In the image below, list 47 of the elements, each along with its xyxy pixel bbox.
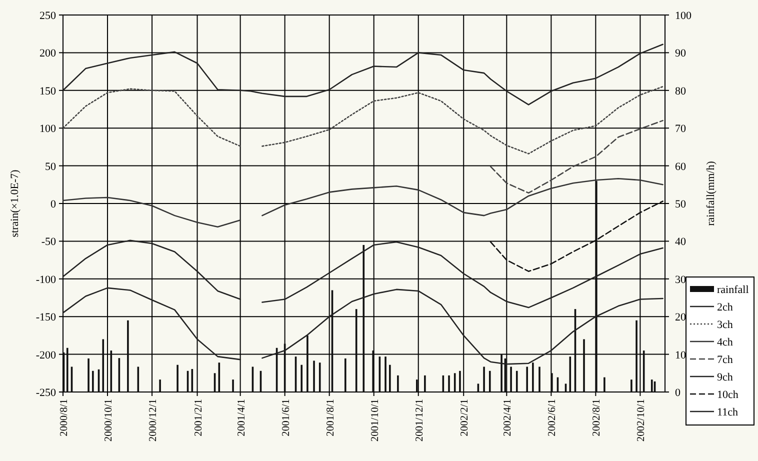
y2-tick-label: 50	[675, 198, 686, 210]
x-tick-label: 2000/12/1	[148, 399, 160, 442]
y-tick-label: 200	[40, 48, 56, 60]
x-tick-label: 2001/8/1	[325, 399, 336, 436]
y-tick-label: 100	[40, 123, 56, 136]
x-tick-label: 2002/6/1	[547, 399, 558, 436]
legend-label: 3ch	[717, 319, 734, 331]
y-tick-label: 0	[50, 198, 56, 210]
y2-tick-label: 30	[675, 274, 686, 286]
y2-tick-label: 90	[675, 48, 686, 60]
line-series	[490, 120, 664, 194]
x-tick-label: 2001/12/1	[414, 399, 426, 442]
x-tick-label: 2002/2/1	[460, 399, 471, 436]
legend-label: 4ch	[717, 336, 734, 348]
x-tick-label: 2000/8/1	[59, 399, 70, 436]
y-tick-label: -150	[36, 312, 56, 324]
y2-tick-label: 0	[675, 387, 681, 399]
legend-label: 9ch	[717, 372, 734, 384]
y-tick-label: -100	[36, 274, 56, 286]
legend-label: 11ch	[717, 406, 738, 418]
y-axis-title: strain(×1.0E-7)	[9, 169, 21, 238]
legend-label: 7ch	[717, 354, 734, 366]
x-tick-label: 2000/10/1	[104, 399, 115, 442]
y2-tick-label: 80	[675, 85, 686, 98]
y2-tick-label: 40	[675, 236, 686, 248]
y-tick-label: 50	[45, 160, 56, 173]
x-tick-label: 2002/4/1	[502, 399, 514, 436]
y2-tick-label: 20	[675, 312, 686, 324]
y2-tick-label: 100	[675, 10, 692, 22]
y-tick-label: 250	[40, 10, 56, 22]
x-tick-label: 2001/10/1	[370, 399, 381, 442]
x-tick-label: 2001/6/1	[280, 399, 292, 436]
y-tick-label: 150	[40, 85, 56, 98]
legend-label: 10ch	[717, 389, 739, 401]
y-tick-label: -200	[36, 349, 56, 362]
y2-tick-label: 10	[675, 349, 686, 362]
legend-label: rainfall	[717, 284, 749, 296]
y-tick-label: -250	[36, 387, 56, 399]
y2-tick-label: 70	[675, 123, 686, 136]
x-tick-label: 2002/8/1	[592, 399, 603, 436]
x-tick-label: 2001/2/1	[193, 399, 204, 436]
x-tick-label: 2001/4/1	[236, 399, 248, 436]
y2-tick-label: 60	[675, 160, 686, 173]
y-tick-label: -50	[41, 236, 56, 248]
y2-axis-title: rainfall(mm/h)	[705, 160, 717, 226]
legend-label: 2ch	[717, 302, 734, 314]
x-tick-label: 2002/10/1	[636, 399, 648, 442]
